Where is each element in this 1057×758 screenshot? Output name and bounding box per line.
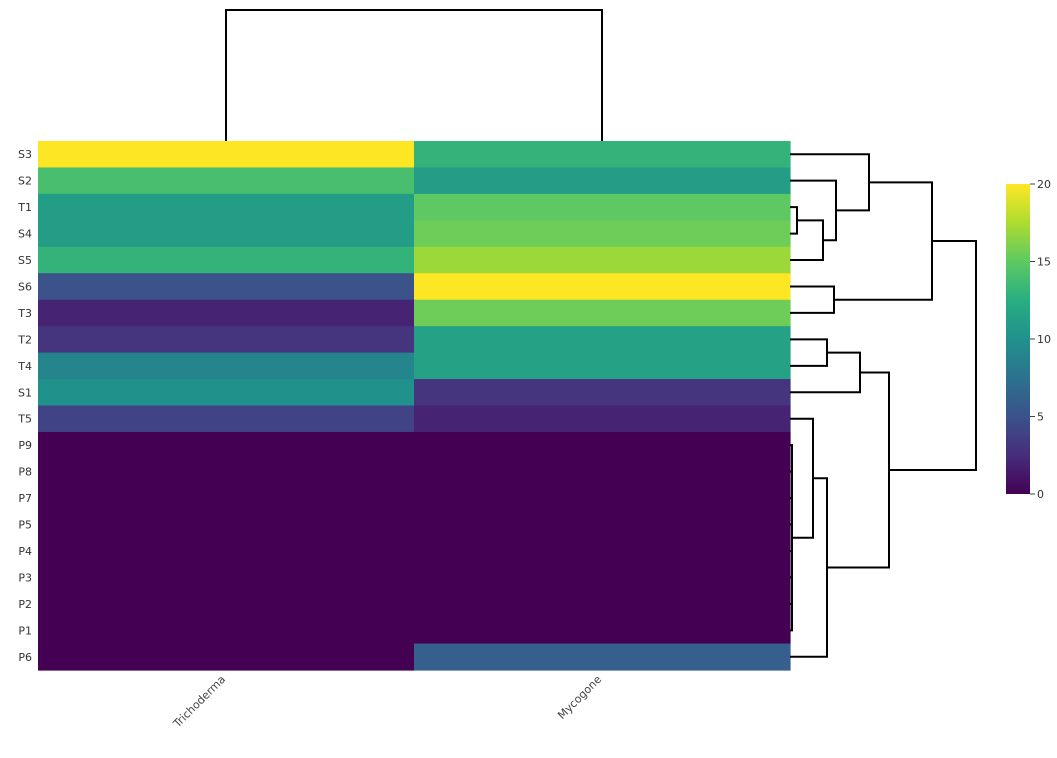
column-label: Mycogone <box>555 673 604 722</box>
row-label: T5 <box>17 413 32 426</box>
heatmap-cell <box>38 193 415 221</box>
heatmap-cell <box>414 193 791 221</box>
colorbar-tick-label: 0 <box>1037 488 1044 501</box>
row-label: P2 <box>18 598 32 611</box>
heatmap-cell <box>414 246 791 274</box>
row-label: S6 <box>18 280 32 293</box>
row-label: P6 <box>18 651 32 664</box>
heatmap-cell <box>38 484 415 512</box>
heatmap-cell <box>38 352 415 380</box>
heatmap-cell <box>414 537 791 565</box>
row-dendrogram-branch <box>790 338 828 367</box>
row-label: S3 <box>18 148 32 161</box>
row-label: T1 <box>17 201 32 214</box>
heatmap-cell <box>38 299 415 327</box>
column-labels: Trichoderma Mycogone <box>170 673 604 731</box>
heatmap-cell <box>414 273 791 301</box>
colorbar-gradient <box>1006 184 1030 494</box>
row-dendrogram-branch <box>790 477 828 658</box>
heatmap-cell <box>414 484 791 512</box>
colorbar: 0 5 10 15 20 <box>1006 178 1051 501</box>
heatmap-cell <box>414 379 791 407</box>
heatmap-cell <box>414 564 791 592</box>
row-dendrogram-branch <box>790 351 861 394</box>
heatmap-cell <box>38 273 415 301</box>
colorbar-tick-label: 5 <box>1037 411 1044 424</box>
row-label: S2 <box>18 175 32 188</box>
row-label: P7 <box>18 492 32 505</box>
column-dendrogram <box>225 9 603 141</box>
heatmap-cell <box>414 299 791 327</box>
heatmap-cell <box>38 167 415 195</box>
heatmap-cell <box>38 564 415 592</box>
heatmap-cell <box>38 141 415 169</box>
heatmap-cell <box>38 220 415 248</box>
row-label: P1 <box>18 624 32 637</box>
row-label: P5 <box>18 519 32 532</box>
heatmap-cell <box>414 326 791 354</box>
row-label: T2 <box>17 333 32 346</box>
row-dendrogram-branch <box>827 371 890 569</box>
heatmap-cell <box>38 326 415 354</box>
row-label: P9 <box>18 439 32 452</box>
colorbar-tick-label: 10 <box>1037 333 1051 346</box>
heatmap-cell <box>38 537 415 565</box>
row-dendrogram-branch <box>889 240 977 471</box>
row-dendrogram-branch <box>790 285 835 314</box>
row-label: S4 <box>18 228 32 241</box>
row-label: T4 <box>17 360 32 373</box>
heatmap-cell <box>414 617 791 645</box>
row-label: P8 <box>18 466 32 479</box>
heatmap-cell <box>38 590 415 618</box>
heatmap-cell <box>414 458 791 486</box>
heatmap-cell <box>38 458 415 486</box>
row-label: P4 <box>18 545 32 558</box>
heatmap-cell <box>414 405 791 433</box>
heatmap-cell <box>414 590 791 618</box>
heatmap-cell <box>38 511 415 539</box>
row-dendrogram <box>790 153 977 658</box>
heatmap-cell <box>414 167 791 195</box>
column-label: Trichoderma <box>170 673 228 731</box>
row-label: S5 <box>18 254 32 267</box>
heatmap-cell <box>38 643 415 671</box>
row-labels: S3 S2 T1 S4 S5 S6 T3 T2 T4 S1 T5 P9 P8 P7 P5 P4 P3 P2 P1 P6 <box>17 148 32 664</box>
colorbar-tick-label: 15 <box>1037 256 1051 269</box>
heatmap-cell <box>38 246 415 274</box>
heatmap-cell <box>38 379 415 407</box>
colorbar-tick-label: 20 <box>1037 178 1051 191</box>
row-dendrogram-branch <box>790 417 814 539</box>
column-dendrogram-branch <box>225 9 603 141</box>
heatmap-cell <box>414 141 791 169</box>
row-dendrogram-branch <box>790 153 870 212</box>
row-label: S1 <box>18 386 32 399</box>
heatmap-cell <box>38 617 415 645</box>
heatmap-cell <box>414 431 791 459</box>
heatmap-cell <box>38 431 415 459</box>
heatmap-cell <box>414 352 791 380</box>
row-dendrogram-branch <box>834 181 933 301</box>
colorbar-ticks: 0 5 10 15 20 <box>1030 178 1051 501</box>
row-dendrogram-branch <box>790 206 798 235</box>
row-label: T3 <box>17 307 32 320</box>
heatmap-cell <box>414 511 791 539</box>
heatmap-cell <box>414 220 791 248</box>
heatmap-cell <box>38 405 415 433</box>
row-dendrogram-branch <box>790 219 824 262</box>
heatmap-cell <box>414 643 791 671</box>
row-label: P3 <box>18 571 32 584</box>
heatmap-cells <box>38 141 791 671</box>
